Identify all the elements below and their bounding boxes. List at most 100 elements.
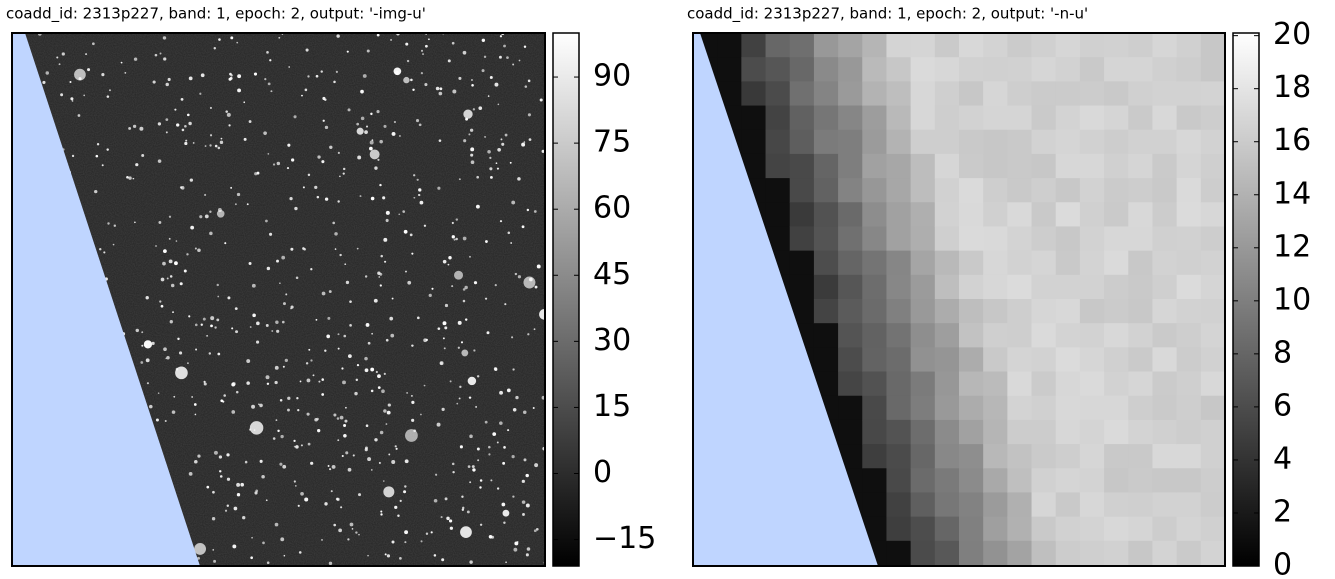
image-cell	[838, 105, 863, 131]
star	[539, 309, 545, 320]
image-cell	[1152, 299, 1178, 324]
star	[209, 231, 213, 236]
star	[541, 149, 545, 153]
star	[360, 89, 364, 94]
star	[447, 59, 451, 63]
star	[349, 522, 354, 527]
star	[210, 316, 215, 321]
star	[366, 49, 370, 53]
image-cell	[1104, 129, 1129, 155]
image-cell	[1152, 371, 1178, 397]
star	[321, 539, 323, 541]
star	[92, 42, 95, 46]
image-cell	[959, 81, 984, 107]
star	[304, 497, 309, 502]
star	[58, 63, 61, 66]
star	[521, 479, 525, 483]
star	[413, 429, 417, 433]
star	[386, 410, 391, 415]
star	[498, 55, 502, 59]
star	[236, 192, 241, 197]
star	[471, 465, 475, 469]
image-cell	[862, 395, 888, 421]
image-cell	[983, 202, 1008, 228]
star	[444, 303, 449, 308]
image-cell	[789, 178, 815, 203]
image-cell	[1031, 153, 1057, 179]
image-cell	[1007, 105, 1033, 131]
star	[345, 406, 347, 409]
star	[179, 282, 183, 286]
star	[356, 122, 360, 126]
star	[329, 145, 333, 150]
star	[473, 349, 476, 352]
star	[466, 510, 470, 514]
star	[472, 468, 476, 472]
star	[134, 221, 136, 224]
star	[183, 269, 187, 273]
image-cell	[886, 33, 912, 58]
image-cell	[862, 419, 888, 445]
image-cell	[1152, 492, 1178, 518]
image-cell	[959, 153, 984, 179]
star	[159, 52, 162, 55]
image-cell	[1055, 153, 1081, 179]
image-cell	[934, 129, 960, 155]
star	[71, 154, 75, 158]
star	[290, 307, 292, 310]
star	[443, 347, 446, 350]
star	[236, 482, 241, 487]
star	[94, 189, 98, 194]
image-cell	[934, 323, 960, 348]
image-cell	[959, 492, 984, 518]
star	[382, 196, 386, 200]
star	[451, 235, 455, 239]
image-cell	[1007, 323, 1033, 348]
image-cell	[910, 516, 936, 542]
image-cell	[1152, 516, 1178, 542]
colorbar-tick-label: 16	[1273, 123, 1311, 158]
star	[536, 264, 541, 269]
image-cell	[1176, 81, 1202, 107]
star	[473, 281, 478, 285]
star	[407, 280, 412, 285]
star	[522, 410, 527, 415]
star	[460, 526, 472, 539]
star	[349, 324, 352, 327]
star	[333, 80, 336, 84]
star	[266, 266, 271, 271]
star	[511, 200, 516, 205]
image-cell	[813, 81, 839, 107]
star	[106, 148, 109, 151]
star	[213, 47, 216, 50]
image-cell	[1007, 250, 1033, 276]
star	[384, 553, 387, 556]
star	[418, 194, 421, 197]
image-cell	[959, 395, 984, 421]
star	[237, 88, 242, 93]
star	[378, 276, 381, 278]
star	[231, 382, 236, 387]
star	[166, 356, 170, 360]
image-cell	[838, 419, 863, 445]
image-cell	[934, 492, 960, 518]
star	[356, 127, 364, 135]
image-cell	[1007, 129, 1033, 155]
image-cell	[1200, 81, 1225, 107]
star	[469, 128, 474, 132]
star	[456, 402, 459, 405]
star	[486, 331, 490, 335]
star	[315, 318, 318, 321]
star	[420, 71, 424, 75]
image-cell	[1104, 57, 1129, 82]
star	[442, 321, 447, 326]
star	[528, 138, 532, 141]
star	[328, 561, 333, 566]
star	[324, 197, 329, 201]
star	[256, 321, 260, 326]
image-cell	[910, 444, 936, 469]
colorbar-tick-label: 20	[1273, 17, 1311, 52]
star	[343, 334, 347, 338]
star	[314, 185, 318, 189]
image-cell	[959, 105, 984, 131]
